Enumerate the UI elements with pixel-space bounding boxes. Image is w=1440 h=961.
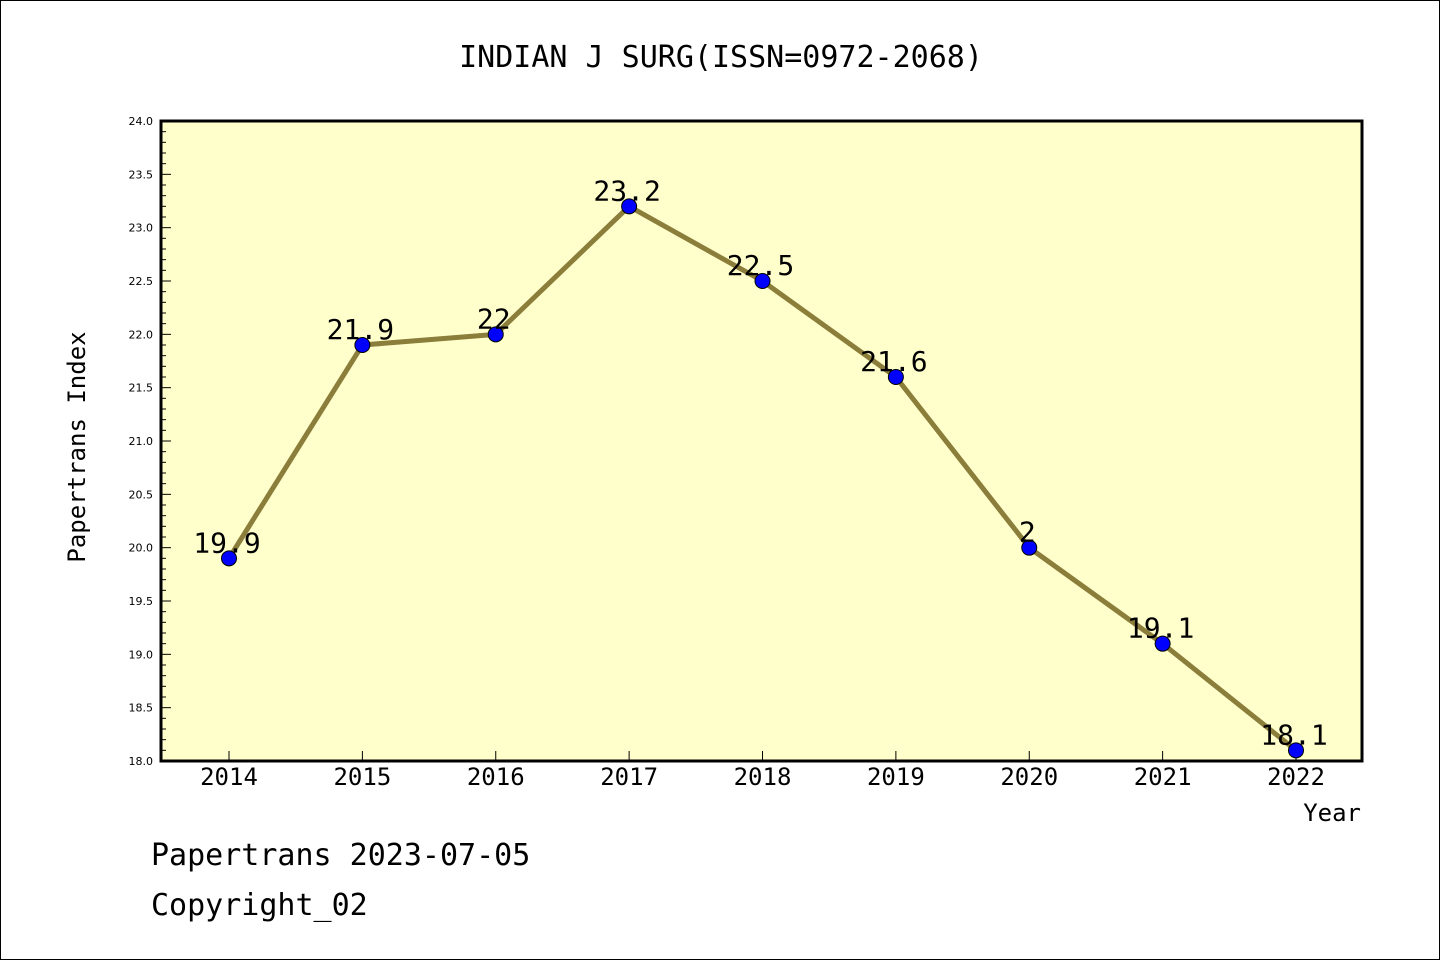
data-point xyxy=(887,369,904,385)
x-tick-label: 2016 xyxy=(467,763,525,791)
data-label: 22 xyxy=(477,302,511,335)
footer-date: Papertrans 2023-07-05 xyxy=(151,838,530,873)
plot-border xyxy=(159,119,1364,763)
footer-copyright: Copyright_02 xyxy=(151,888,368,923)
y-tick-label: 21.0 xyxy=(129,435,154,448)
data-label: 21.6 xyxy=(860,345,927,378)
data-label: 19.1 xyxy=(1127,612,1194,645)
x-tick-label: 2018 xyxy=(734,763,792,791)
x-tick-label: 2021 xyxy=(1134,763,1192,791)
data-point xyxy=(1288,742,1304,759)
x-tick-label: 2019 xyxy=(867,763,925,791)
data-point xyxy=(621,198,638,215)
data-point xyxy=(1154,635,1171,652)
x-tick-label: 2020 xyxy=(1000,763,1058,791)
y-tick-label: 19.0 xyxy=(129,648,154,661)
y-tick-label: 18.0 xyxy=(129,755,154,768)
x-tick-label: 2017 xyxy=(600,763,658,791)
data-label: 23.2 xyxy=(593,174,660,207)
x-tick-label: 2022 xyxy=(1267,763,1325,791)
data-label: 18.1 xyxy=(1260,718,1327,751)
y-axis-label: Papertrans Index xyxy=(63,331,91,562)
y-tick-label: 23.5 xyxy=(129,168,154,181)
data-point xyxy=(221,550,237,567)
data-label: 21.9 xyxy=(327,313,394,346)
plot-area xyxy=(161,121,1362,761)
y-tick-label: 23.0 xyxy=(129,222,154,235)
chart-title: INDIAN J SURG(ISSN=0972-2068) xyxy=(459,40,983,75)
y-tick-label: 19.5 xyxy=(129,595,154,608)
x-tick-label: 2015 xyxy=(333,763,391,791)
x-tick-label: 2014 xyxy=(200,763,258,791)
x-axis: 2014 2015 2016 2017 2018 2019 2020 2021 2022 xyxy=(200,751,1325,791)
data-label: 22.5 xyxy=(727,249,794,282)
y-tick-label: 20.5 xyxy=(129,488,154,501)
data-label: 2 xyxy=(1019,516,1036,549)
series-group: 19.9 21.9 22 23.2 22.5 21.6 2 19.1 18.1 xyxy=(193,174,1328,759)
data-point xyxy=(354,337,371,353)
data-point xyxy=(1021,539,1038,556)
data-point xyxy=(487,326,504,343)
y-tick-label: 18.5 xyxy=(129,702,154,715)
y-axis: 18.0 18.5 19.0 19.5 20.0 20.5 21.0 21.5 22.0 22.5… xyxy=(129,115,171,768)
x-axis-label: Year xyxy=(1303,799,1361,827)
y-tick-label: 22.0 xyxy=(129,328,154,341)
data-label: 19.9 xyxy=(193,526,260,559)
y-tick-label: 21.5 xyxy=(129,382,154,395)
data-point xyxy=(754,273,771,289)
y-tick-label: 24.0 xyxy=(129,115,154,128)
y-tick-label: 20.0 xyxy=(129,542,154,555)
y-tick-label: 22.5 xyxy=(129,275,154,288)
